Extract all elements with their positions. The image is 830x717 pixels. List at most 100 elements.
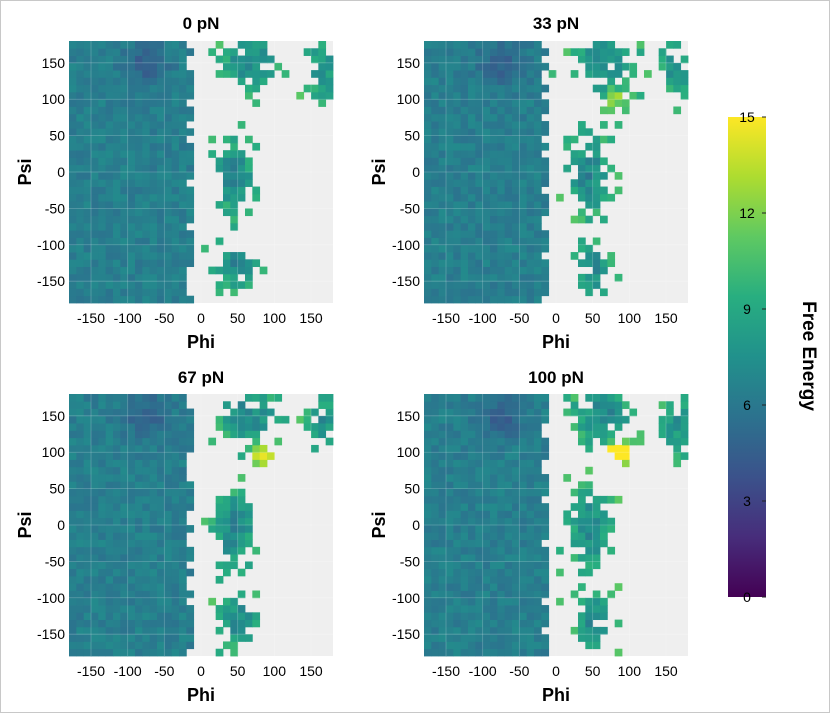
heatmap-cell [105,62,114,71]
heatmap-cell [424,583,432,591]
heatmap-cell [446,532,454,540]
heatmap-cell [438,568,447,577]
heatmap-cell [179,252,187,260]
heatmap-cell [446,401,454,409]
heatmap-cell [460,634,469,642]
heatmap-cell [666,423,674,431]
heatmap-cell [482,164,491,173]
heatmap-cell [113,164,121,173]
heatmap-cell [424,193,432,202]
heatmap-cell [673,77,682,86]
heatmap-cell [245,430,253,439]
heatmap-cell [438,481,447,490]
heatmap-cell [69,554,77,562]
heatmap-cell [534,539,542,548]
heatmap-cell [325,401,334,409]
heatmap-cell [113,444,121,453]
heatmap-cell [534,605,542,613]
heatmap-cell [504,532,513,540]
heatmap-cell [460,641,469,650]
heatmap-cell [69,423,77,431]
heatmap-cell [438,281,447,289]
heatmap-cell [468,430,476,439]
heatmap-cell [578,568,586,577]
heatmap-cell [69,583,77,591]
heatmap-cell [424,215,432,224]
heatmap-cell [135,612,143,621]
heatmap-cell [482,222,491,231]
heatmap-cell [519,208,528,217]
heatmap-cell [424,539,432,548]
heatmap-cell [105,179,114,187]
heatmap-cell [482,84,491,93]
heatmap-cell [585,288,594,297]
heatmap-cell [600,91,608,100]
heatmap-cell [127,281,136,289]
heatmap-cell [237,546,246,555]
heatmap-cell [614,84,623,93]
heatmap-cell [526,99,535,107]
heatmap-cell [83,157,92,166]
heatmap-cell [127,91,136,100]
heatmap-cell [453,164,462,173]
heatmap-cell [113,70,121,78]
heatmap-cell [179,561,187,570]
heatmap-cell [526,612,535,621]
heatmap-cell [578,186,586,195]
heatmap-cell [171,84,180,93]
heatmap-cell [453,77,462,86]
heatmap-cell [497,575,506,584]
heatmap-cell [475,452,484,460]
heatmap-cell [98,157,107,166]
heatmap-cell [468,259,476,268]
heatmap-cell [534,634,542,642]
heatmap-cell [98,575,107,584]
heatmap-cell [105,474,114,482]
heatmap-cell [311,444,319,453]
heatmap-cell [431,157,440,166]
heatmap-cell [600,121,608,129]
heatmap-cell [69,561,77,570]
heatmap-cell [468,503,476,511]
heatmap-cell [179,48,187,56]
heatmap-cell [446,164,454,173]
heatmap-cell [446,481,454,490]
heatmap-cell [91,561,99,570]
heatmap-cell [600,532,608,540]
heatmap-cell [490,583,498,591]
heatmap-cell [585,142,594,151]
heatmap-cell [453,48,462,56]
heatmap-cell [438,62,447,71]
heatmap-cell [113,532,121,540]
heatmap-cell [135,84,143,93]
heatmap-cell [600,612,608,621]
heatmap-cell [570,70,579,78]
heatmap-cell [113,423,121,431]
heatmap-cell [512,466,520,475]
heatmap-cell [504,128,513,137]
heatmap-cell [526,583,535,591]
heatmap-cell [171,150,180,158]
heatmap-cell [446,612,454,621]
heatmap-cell [325,423,334,431]
heatmap-cell [497,394,506,402]
heatmap-cell [453,41,462,49]
heatmap-cell [490,619,498,628]
heatmap-cell [164,259,173,268]
heatmap-cell [83,546,92,555]
heatmap-cell [105,244,114,253]
heatmap-cell [460,222,469,231]
heatmap-cell [512,575,520,584]
heatmap-cell [453,554,462,562]
heatmap-cell [453,401,462,409]
heatmap-cell [230,423,239,431]
heatmap-cell [127,430,136,439]
heatmap-cell [142,252,151,260]
heatmap-cell [98,619,107,628]
heatmap-cell [142,201,151,209]
heatmap-cell [318,91,327,100]
heatmap-cell [607,408,616,417]
heatmap-cell [164,423,173,431]
heatmap-cell [237,612,246,621]
heatmap-cell [526,634,535,642]
